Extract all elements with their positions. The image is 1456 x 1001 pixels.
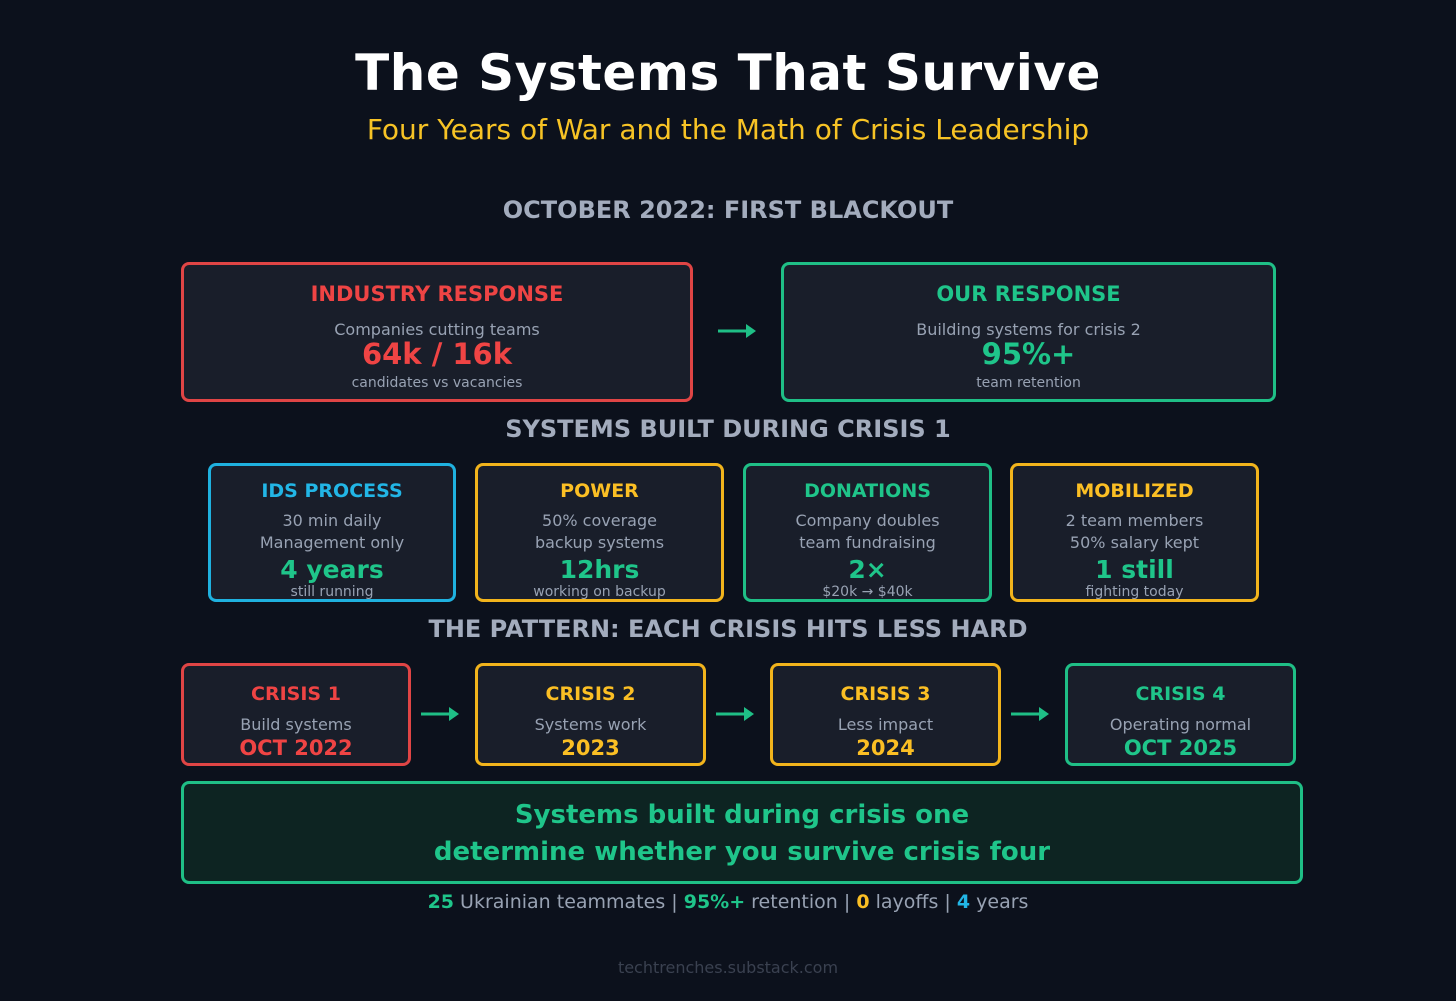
crisis-date: OCT 2022 [239,736,353,760]
system-value: 2× [848,555,887,584]
page-title: The Systems That Survive [355,44,1101,102]
system-card-donations: DONATIONS Company doubles team fundraisi… [743,463,992,602]
page-subtitle: Four Years of War and the Math of Crisis… [366,113,1090,146]
crisis-heading: CRISIS 2 [545,683,636,705]
system-line: Management only [259,533,405,552]
conclusion-line: determine whether you survive crisis fou… [433,837,1051,867]
section-pattern: THE PATTERN: EACH CRISIS HITS LESS HARD [428,615,1028,643]
crisis-text: Build systems [240,715,352,734]
system-line: 30 min daily [282,511,382,530]
system-value: 4 years [280,555,384,584]
industry-response-text: Companies cutting teams [334,320,540,339]
crisis-card-3: CRISIS 3 Less impact 2024 [770,663,1001,766]
system-heading: IDS PROCESS [261,480,403,502]
crisis-heading: CRISIS 1 [251,683,341,705]
arrow-right-icon [718,324,756,338]
crisis-heading: CRISIS 3 [840,683,931,705]
system-note: $20k → $40k [822,584,913,600]
system-value: 1 still [1095,555,1174,584]
our-response-note: team retention [976,375,1081,391]
arrow-right-icon [1011,707,1049,721]
system-card-mobilized: MOBILIZED 2 team members 50% salary kept… [1010,463,1259,602]
system-card-power: POWER 50% coverage backup systems 12hrs … [475,463,724,602]
system-line: team fundraising [799,533,936,552]
stat-label: Ukrainian teammates | [454,891,684,913]
stat-retention-value: 95%+ [683,891,746,913]
crisis-text: Operating normal [1109,715,1252,734]
crisis-heading: CRISIS 4 [1135,683,1226,705]
our-response-heading: OUR RESPONSE [936,282,1121,306]
crisis-date: 2024 [856,736,915,760]
industry-response-box: INDUSTRY RESPONSE Companies cutting team… [181,262,693,402]
conclusion-box: Systems built during crisis one determin… [181,781,1303,884]
industry-response-heading: INDUSTRY RESPONSE [310,282,564,306]
industry-response-note: candidates vs vacancies [351,375,523,391]
crisis-card-4: CRISIS 4 Operating normal OCT 2025 [1065,663,1296,766]
crisis-card-1: CRISIS 1 Build systems OCT 2022 [181,663,411,766]
system-note: working on backup [533,584,666,600]
system-line: backup systems [534,533,665,552]
stat-label: years [970,891,1029,913]
stat-label: layoffs | [869,891,957,913]
crisis-text: Systems work [534,715,647,734]
crisis-card-2: CRISIS 2 Systems work 2023 [475,663,706,766]
system-heading: POWER [560,480,639,502]
stats-line: 25 Ukrainian teammates | 95%+ retention … [0,891,1456,913]
system-line: 50% coverage [542,511,657,530]
system-heading: DONATIONS [804,480,931,502]
section-systems-built: SYSTEMS BUILT DURING CRISIS 1 [505,415,951,443]
stat-years-count: 4 [956,891,971,913]
footer-source: techtrenches.substack.com [617,958,839,977]
system-note: fighting today [1085,584,1184,600]
industry-response-value: 64k / 16k [361,337,513,371]
system-line: 2 team members [1065,511,1204,530]
system-line: Company doubles [795,511,940,530]
crisis-date: 2023 [561,736,620,760]
crisis-text: Less impact [837,715,934,734]
our-response-text: Building systems for crisis 2 [916,320,1141,339]
system-note: still running [290,584,374,600]
system-line: 50% salary kept [1069,533,1200,552]
system-heading: MOBILIZED [1075,480,1194,502]
our-response-value: 95%+ [981,337,1076,371]
our-response-box: OUR RESPONSE Building systems for crisis… [781,262,1276,402]
stat-layoffs-count: 0 [856,891,870,913]
section-first-blackout: OCTOBER 2022: FIRST BLACKOUT [502,196,954,224]
stat-teammates-count: 25 [427,891,455,913]
conclusion-line: Systems built during crisis one [514,800,970,830]
stat-label: retention | [745,891,857,913]
crisis-date: OCT 2025 [1123,736,1238,760]
system-card-ids-process: IDS PROCESS 30 min daily Management only… [208,463,456,602]
system-value: 12hrs [559,555,640,584]
arrow-right-icon [716,707,754,721]
arrow-right-icon [421,707,459,721]
